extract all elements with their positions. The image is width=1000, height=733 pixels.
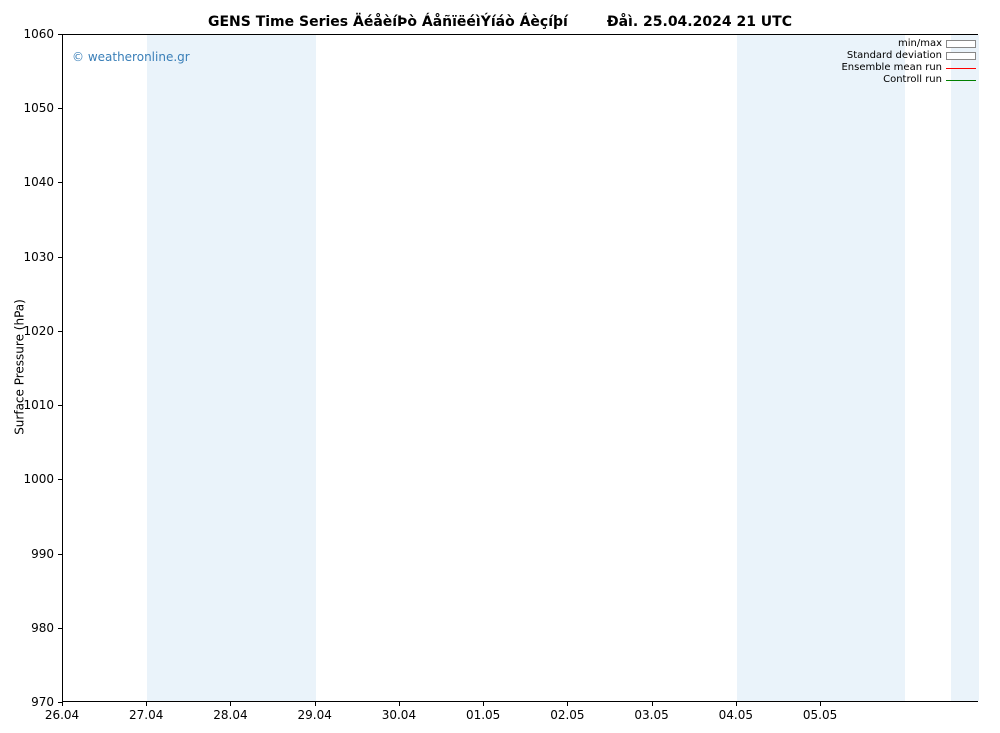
weekend-band xyxy=(147,35,315,701)
legend-item: min/max xyxy=(841,38,976,50)
x-tick-mark xyxy=(736,702,737,706)
x-tick-label: 29.04 xyxy=(298,708,332,722)
x-tick-mark xyxy=(399,702,400,706)
legend-item: Standard deviation xyxy=(841,50,976,62)
y-tick-label: 990 xyxy=(31,547,54,561)
x-tick-label: 03.05 xyxy=(634,708,668,722)
x-tick-mark xyxy=(230,702,231,706)
legend-sample xyxy=(946,75,976,85)
x-tick-mark xyxy=(315,702,316,706)
y-tick-mark xyxy=(58,554,62,555)
y-tick-label: 1000 xyxy=(23,472,54,486)
y-tick-mark xyxy=(58,108,62,109)
y-tick-label: 1040 xyxy=(23,175,54,189)
x-tick-mark xyxy=(820,702,821,706)
x-tick-label: 01.05 xyxy=(466,708,500,722)
watermark: © weatheronline.gr xyxy=(72,50,190,64)
legend: min/maxStandard deviationEnsemble mean r… xyxy=(841,38,976,86)
chart-title: GENS Time Series ÄéåèíÞò ÁåñïëéìÝíáò Áèç… xyxy=(0,14,1000,30)
legend-item: Controll run xyxy=(841,74,976,86)
x-tick-mark xyxy=(62,702,63,706)
y-tick-mark xyxy=(58,628,62,629)
legend-label: Ensemble mean run xyxy=(841,62,946,74)
legend-sample xyxy=(946,39,976,49)
y-tick-label: 980 xyxy=(31,621,54,635)
x-tick-label: 27.04 xyxy=(129,708,163,722)
y-tick-label: 1030 xyxy=(23,250,54,264)
y-tick-mark xyxy=(58,405,62,406)
x-tick-label: 04.05 xyxy=(719,708,753,722)
title-part-c: Ðåì. 25.04.2024 21 UTC xyxy=(607,14,792,30)
y-tick-mark xyxy=(58,257,62,258)
weekend-band xyxy=(951,35,979,701)
legend-label: min/max xyxy=(898,38,946,50)
x-tick-label: 02.05 xyxy=(550,708,584,722)
x-tick-label: 26.04 xyxy=(45,708,79,722)
y-tick-label: 1020 xyxy=(23,324,54,338)
x-tick-mark xyxy=(567,702,568,706)
y-axis-label: Surface Pressure (hPa) xyxy=(13,299,27,435)
legend-item: Ensemble mean run xyxy=(841,62,976,74)
y-tick-mark xyxy=(58,331,62,332)
x-tick-label: 28.04 xyxy=(213,708,247,722)
y-tick-mark xyxy=(58,182,62,183)
title-part-b: GENS Time Series ÄéåèíÞò ÁåñïëéìÝíáò Áèç… xyxy=(208,14,568,30)
weekend-band xyxy=(737,35,905,701)
x-tick-label: 30.04 xyxy=(382,708,416,722)
x-tick-mark xyxy=(652,702,653,706)
y-tick-label: 1010 xyxy=(23,398,54,412)
plot-area xyxy=(62,34,978,702)
y-tick-label: 1060 xyxy=(23,27,54,41)
legend-label: Standard deviation xyxy=(847,50,946,62)
legend-sample xyxy=(946,63,976,73)
legend-sample xyxy=(946,51,976,61)
chart-container: GENS Time Series ÄéåèíÞò ÁåñïëéìÝíáò Áèç… xyxy=(0,0,1000,733)
y-tick-label: 970 xyxy=(31,695,54,709)
x-tick-mark xyxy=(483,702,484,706)
legend-label: Controll run xyxy=(883,74,946,86)
x-tick-label: 05.05 xyxy=(803,708,837,722)
y-tick-mark xyxy=(58,34,62,35)
x-tick-mark xyxy=(146,702,147,706)
y-tick-label: 1050 xyxy=(23,101,54,115)
y-tick-mark xyxy=(58,479,62,480)
